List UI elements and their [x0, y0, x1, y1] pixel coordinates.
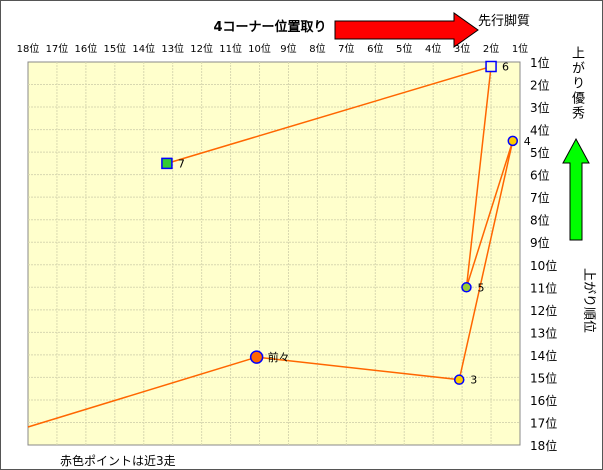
- y-tick-label: 18位: [530, 438, 557, 453]
- y-tick-label: 8位: [530, 213, 550, 228]
- y-tick-label: 10位: [530, 258, 557, 273]
- footnote: 赤色ポイントは近3走: [60, 454, 176, 468]
- x-tick-label: 7位: [338, 42, 354, 55]
- chart-title: 4コーナー位置取り: [213, 19, 326, 35]
- y-tick-label: 7位: [530, 190, 550, 205]
- x-tick-label: 5位: [396, 42, 412, 55]
- y-tick-label: 3位: [530, 100, 550, 115]
- y-tick-label: 15位: [530, 370, 557, 385]
- data-point: [249, 350, 264, 364]
- x-tick-label: 16位: [75, 42, 98, 55]
- y-tick-label: 9位: [530, 235, 550, 250]
- data-label: 4: [524, 135, 531, 148]
- plot-area: [27, 61, 521, 446]
- data-point: [461, 282, 472, 293]
- right-arrow-label: 先行脚質: [478, 13, 530, 29]
- data-point: [507, 135, 519, 147]
- y-tick-label: 6位: [530, 168, 550, 183]
- x-tick-label: 1位: [512, 42, 528, 55]
- x-tick-label: 17位: [46, 42, 69, 55]
- red-arrow-icon: [334, 12, 479, 48]
- y-axis-label: 上がり順位: [581, 268, 596, 333]
- data-label: 7: [178, 157, 185, 170]
- y-tick-label: 12位: [530, 303, 557, 318]
- y-tick-label: 17位: [530, 415, 557, 430]
- x-tick-label: 11位: [219, 42, 242, 55]
- x-tick-label: 12位: [190, 42, 213, 55]
- x-tick-label: 3位: [454, 42, 470, 55]
- x-tick-label: 13位: [161, 42, 184, 55]
- x-tick-label: 8位: [309, 42, 325, 55]
- y-tick-label: 11位: [530, 280, 557, 295]
- x-tick-label: 4位: [425, 42, 441, 55]
- x-tick-label: 10位: [248, 42, 271, 55]
- data-point: [485, 60, 497, 73]
- data-label: 5: [477, 281, 484, 294]
- y-tick-label: 5位: [530, 145, 550, 160]
- x-tick-label: 14位: [132, 42, 155, 55]
- y-tick-label: 14位: [530, 348, 557, 363]
- y-tick-label: 16位: [530, 393, 557, 408]
- data-label: 3: [470, 374, 477, 387]
- y-tick-label: 4位: [530, 123, 550, 138]
- x-tick-label: 2位: [483, 42, 499, 55]
- data-label: 前々: [268, 350, 290, 364]
- up-arrow-label: 上がり優秀: [569, 46, 584, 121]
- data-point: [453, 374, 465, 385]
- x-tick-label: 18位: [17, 42, 40, 55]
- data-label: 6: [502, 61, 509, 74]
- y-tick-label: 13位: [530, 325, 557, 340]
- x-tick-label: 9位: [280, 42, 296, 55]
- y-tick-label: 2位: [530, 78, 550, 93]
- green-arrow-icon: [562, 137, 590, 241]
- x-tick-label: 15位: [103, 42, 126, 55]
- x-tick-label: 6位: [367, 42, 383, 55]
- y-tick-label: 1位: [530, 55, 550, 70]
- data-point: [161, 157, 173, 170]
